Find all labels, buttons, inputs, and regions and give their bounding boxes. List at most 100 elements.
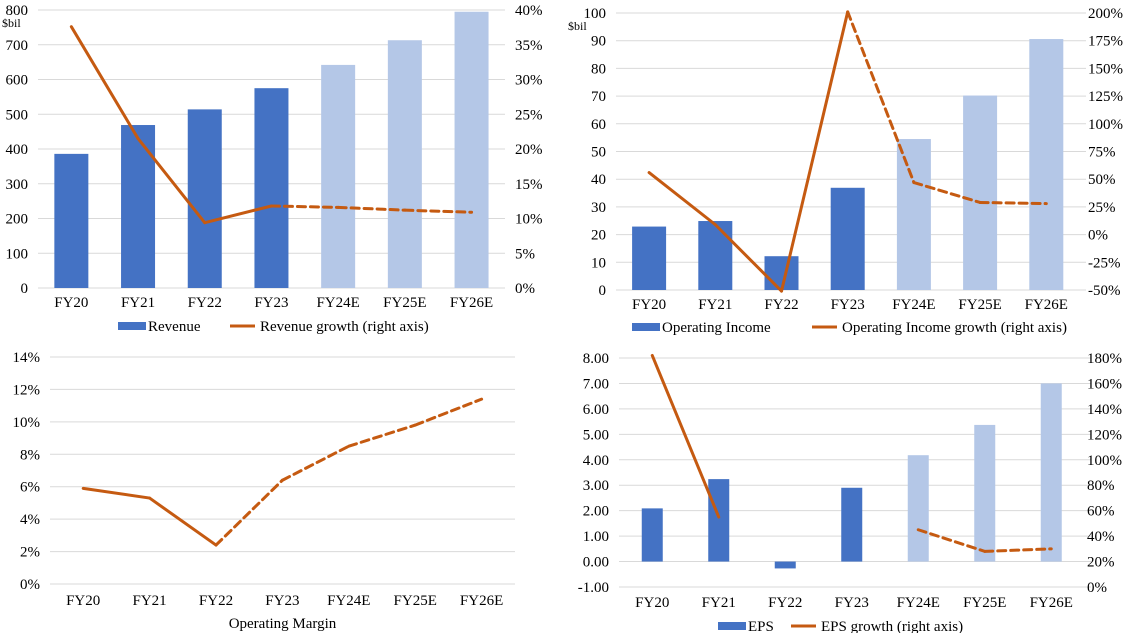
category-label: FY23 — [265, 593, 299, 609]
series-line-segment — [336, 205, 407, 212]
series-line-segment — [983, 547, 1053, 553]
right-tick-label: 80% — [1087, 478, 1115, 494]
left-tick-label: 80 — [591, 61, 606, 77]
left-tick-label: 8.00 — [583, 351, 609, 367]
operating-margin-chart: 0% 2% 4% 6% 8% 10% 12% 14% FY20 FY21 FY22 FY23 FY24E… — [13, 350, 515, 632]
left-tick-label: 100 — [584, 6, 607, 22]
series-line-segment — [69, 25, 140, 141]
category-label: FY26E — [1030, 595, 1073, 611]
left-tick-label: 0.00 — [583, 555, 609, 571]
left-tick-label: 500 — [6, 107, 29, 123]
category-label: FY26E — [450, 295, 493, 311]
category-label: FY24E — [897, 595, 940, 611]
category-label: FY24E — [316, 295, 359, 311]
x-axis-title: Operating Margin — [229, 616, 337, 632]
left-tick-label: -1.00 — [578, 580, 609, 596]
left-tick-label: 2% — [20, 545, 40, 561]
series-line-segment — [916, 528, 987, 553]
category-label: FY25E — [394, 593, 437, 609]
bar — [321, 64, 356, 288]
legend-label: EPS growth (right axis) — [821, 619, 963, 633]
right-tick-label: 20% — [515, 142, 543, 158]
series-line-segment — [912, 181, 982, 204]
bar — [841, 487, 863, 562]
right-tick-label: 140% — [1087, 402, 1122, 418]
left-tick-label: 12% — [13, 382, 41, 398]
category-label: FY21 — [698, 297, 732, 313]
category-label: FY21 — [133, 593, 167, 609]
right-tick-label: 100% — [1087, 453, 1122, 469]
left-tick-label: 800 — [6, 3, 29, 19]
category-label: FY25E — [958, 297, 1001, 313]
bar — [963, 95, 998, 291]
bar — [254, 88, 289, 288]
series-line-segment — [403, 208, 474, 214]
category-label: FY26E — [460, 593, 503, 609]
right-tick-label: 40% — [515, 3, 543, 19]
right-tick-label: 30% — [515, 73, 543, 89]
right-tick-label: 25% — [515, 107, 543, 123]
left-tick-label: 1.00 — [583, 529, 609, 545]
left-tick-label: 700 — [6, 38, 29, 54]
category-label: FY22 — [768, 595, 802, 611]
legend-label: EPS — [748, 619, 774, 633]
legend-swatch-bar — [118, 322, 146, 330]
category-label: FY22 — [764, 297, 798, 313]
right-tick-label: 50% — [1088, 172, 1116, 188]
series-line-segment — [203, 204, 273, 225]
left-tick-label: 50 — [591, 145, 606, 161]
right-tick-label: 15% — [515, 177, 543, 193]
category-label: FY20 — [66, 593, 100, 609]
right-tick-label: 0% — [515, 281, 535, 297]
category-label: FY22 — [188, 295, 222, 311]
eps-chart: -1.00 0.00 1.00 2.00 3.00 4.00 5.00 6.00 7.00 8.0… — [578, 351, 1122, 633]
bar — [454, 11, 489, 289]
bar — [387, 40, 422, 288]
series-line-segment — [713, 223, 783, 293]
category-label: FY21 — [121, 295, 155, 311]
legend-swatch-bar — [718, 622, 746, 630]
revenue-chart: 0 100 200 300 400 500 600 700 800 0% 5% 10% 15% 20% 25… — [2, 3, 543, 335]
right-tick-label: 150% — [1088, 61, 1123, 77]
series-line-segment — [214, 478, 284, 547]
y-unit-label: $bil — [2, 16, 21, 30]
left-tick-label: 4% — [20, 512, 40, 528]
right-tick-label: 200% — [1088, 6, 1123, 22]
category-label: FY21 — [702, 595, 736, 611]
right-tick-label: 25% — [1088, 200, 1116, 216]
category-label: FY20 — [632, 297, 666, 313]
right-tick-label: -25% — [1088, 255, 1121, 271]
bar — [641, 508, 663, 562]
left-tick-label: 600 — [6, 73, 29, 89]
bar — [1040, 383, 1062, 562]
category-label: FY24E — [327, 593, 370, 609]
right-tick-label: 10% — [515, 212, 543, 228]
legend-label: Revenue growth (right axis) — [260, 319, 429, 335]
legend-label: Revenue — [148, 319, 201, 335]
series-line-segment — [148, 496, 218, 547]
series-line-segment — [269, 204, 340, 209]
category-label: FY23 — [835, 595, 869, 611]
left-tick-label: 3.00 — [583, 478, 609, 494]
bar — [764, 256, 799, 290]
left-tick-label: 0 — [599, 283, 607, 299]
series-line-segment — [978, 200, 1048, 206]
left-tick-label: 40 — [591, 172, 606, 188]
right-tick-label: 60% — [1087, 504, 1115, 520]
bar — [830, 187, 865, 290]
series-line-segment — [136, 137, 207, 225]
right-tick-label: 175% — [1088, 34, 1123, 50]
category-label: FY20 — [54, 295, 88, 311]
left-tick-label: 90 — [591, 34, 606, 50]
legend-swatch-bar — [632, 323, 660, 331]
bar — [632, 226, 667, 290]
series-line-segment — [780, 10, 850, 293]
left-tick-label: 5.00 — [583, 427, 609, 443]
series-line-segment — [81, 486, 152, 500]
left-tick-label: 10 — [591, 255, 606, 271]
bar — [121, 125, 156, 289]
right-tick-label: -50% — [1088, 283, 1121, 299]
right-tick-label: 0% — [1087, 580, 1107, 596]
series-line-segment — [650, 353, 721, 519]
left-tick-label: 400 — [6, 142, 29, 158]
